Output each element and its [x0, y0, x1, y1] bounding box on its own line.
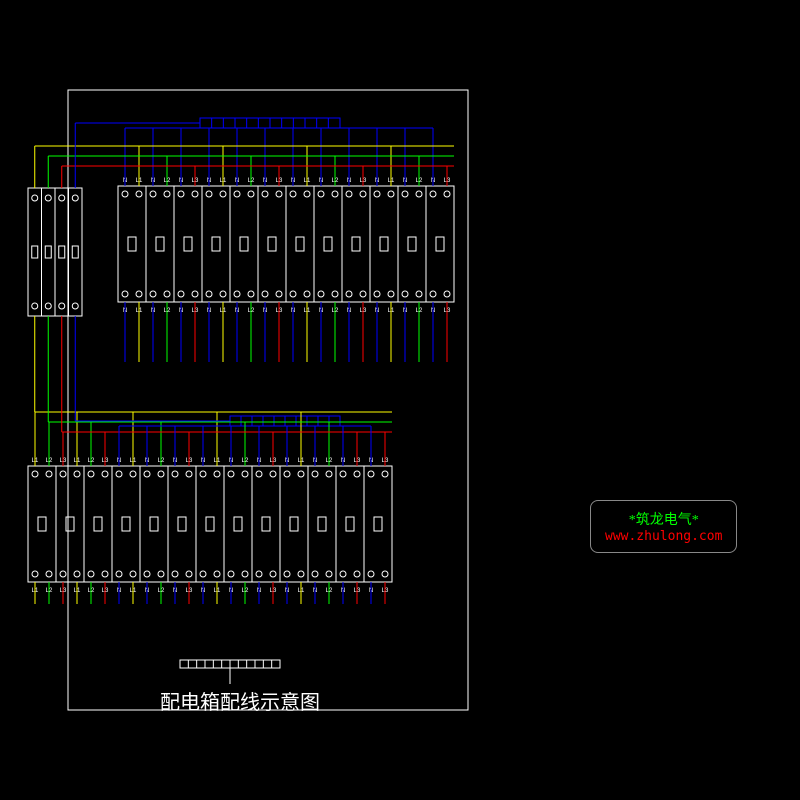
- watermark-box: *筑龙电气* www.zhulong.com: [590, 500, 737, 553]
- wiring-diagram: NL1NL2NL3NL1NL2NL3NL1NL2NL3NL1NL2NL3NL1N…: [0, 0, 800, 800]
- watermark-url: www.zhulong.com: [605, 529, 722, 544]
- watermark-cn: *筑龙电气*: [605, 509, 722, 529]
- diagram-title: 配电箱配线示意图: [160, 686, 320, 715]
